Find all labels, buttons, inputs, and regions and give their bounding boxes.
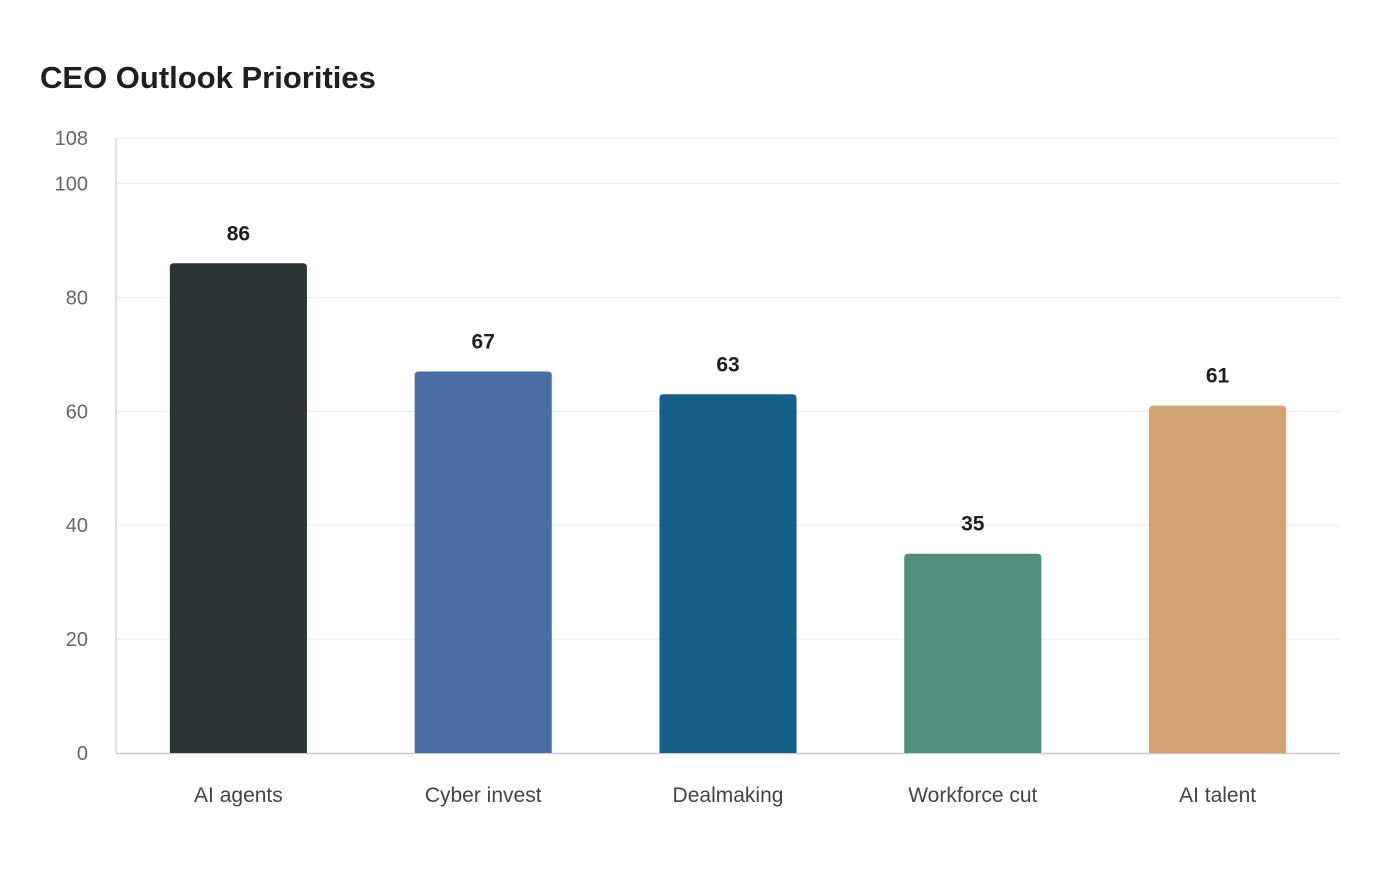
data-label: 35: [961, 513, 985, 536]
y-tick-label: 20: [66, 629, 88, 651]
bar-cyber-invest[interactable]: [414, 371, 552, 753]
y-tick-label: 108: [55, 128, 88, 150]
labels: 86 AI agents 67 Cyber invest 63 Dealmaking 35 W…: [194, 222, 1256, 807]
x-tick-label: AI talent: [1179, 784, 1256, 807]
axes: 0 20 40 60 80 100 108: [55, 128, 1340, 765]
x-tick-label: AI agents: [194, 784, 283, 807]
x-tick-label: Dealmaking: [673, 784, 784, 807]
y-tick-label: 0: [77, 743, 88, 765]
bar-ai-agents[interactable]: [169, 263, 307, 753]
bar-workforce-cut[interactable]: [904, 553, 1042, 753]
chart-title: CEO Outlook Priorities: [40, 60, 376, 95]
x-tick-label: Cyber invest: [425, 784, 542, 807]
x-tick-label: Workforce cut: [908, 784, 1037, 807]
data-label: 86: [227, 222, 250, 245]
bars: [169, 263, 1287, 753]
data-label: 61: [1206, 365, 1230, 388]
y-tick-label: 100: [55, 174, 88, 196]
y-tick-label: 80: [66, 287, 88, 309]
y-tick-label: 60: [66, 401, 88, 423]
bar-ai-talent[interactable]: [1149, 405, 1287, 753]
y-tick-label: 40: [66, 515, 88, 537]
data-label: 63: [716, 353, 739, 376]
data-label: 67: [472, 330, 495, 353]
bar-dealmaking[interactable]: [659, 394, 797, 753]
